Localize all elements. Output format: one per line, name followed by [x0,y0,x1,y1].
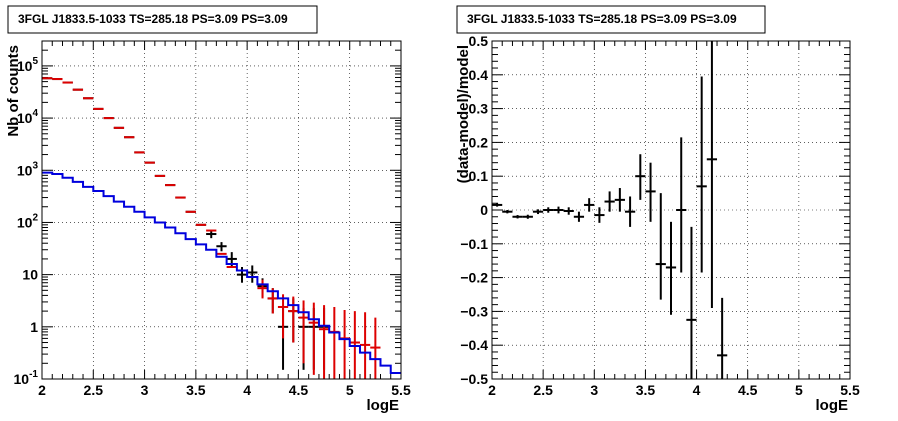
y-tick-label: −0.1 [460,236,488,252]
x-tick-label: 5.5 [840,382,860,398]
x-tick-label: 3.5 [186,382,206,398]
ticks [491,40,851,380]
x-tick-label: 4 [693,382,701,398]
y-tick-label: −0.3 [460,303,488,319]
series-group [492,41,728,379]
panel-2: 3FGL J1833.5-1033 TS=285.18 PS=3.09 PS=3… [455,5,860,414]
title-box [7,5,318,34]
x-tick-label: 5 [795,382,803,398]
x-tick-label: 5.5 [391,382,411,398]
y-tick-label: 0.4 [469,67,489,83]
grid [42,41,401,379]
y-tick-label: 10-1 [14,369,39,387]
x-axis-label: logE [816,397,849,414]
series-group [42,77,401,379]
x-tick-label: 2.5 [533,382,553,398]
y-tick-label: 1 [30,319,38,335]
y-tick-label: 104 [17,108,39,126]
y-tick-label: 0.2 [469,134,489,150]
title-box [456,5,766,34]
y-tick-label: −0.5 [460,371,488,387]
ticks [41,40,402,380]
background-histogram [42,171,401,375]
y-tick-label: 0 [480,202,488,218]
y-tick-label: 0.3 [469,101,489,117]
x-axis-label: logE [367,397,400,414]
y-axis-label: (data-model)/model [455,45,472,183]
y-tick-label: 105 [17,56,39,74]
x-tick-label: 2 [488,382,496,398]
tick-labels: 2 2.5 3 3.5 4 4.5 5 5.5 10-1 1 10 102 103 104 105 [14,56,411,398]
panel-1: 3FGL J1833.5-1033 TS=285.18 PS=3.09 PS=3… [5,5,411,414]
y-tick-label: −0.2 [460,270,488,286]
x-tick-label: 4.5 [289,382,309,398]
tick-labels: 2 2.5 3 3.5 4 4.5 5 5.5 −0.5 −0.4 −0.3 −0.2 −0.1 0 0.1… [460,33,860,398]
chart-title: 3FGL J1833.5-1033 TS=285.18 PS=3.09 PS=3… [467,12,737,26]
x-tick-label: 5 [346,382,354,398]
x-tick-label: 2 [38,382,46,398]
x-tick-label: 4.5 [738,382,758,398]
y-axis-label: Nb of counts [5,45,22,137]
x-tick-label: 2.5 [84,382,104,398]
x-tick-label: 3 [590,382,598,398]
y-tick-label: 10 [22,267,38,283]
x-tick-label: 3.5 [636,382,656,398]
plot-frame [491,40,851,380]
x-tick-label: 4 [243,382,251,398]
x-tick-label: 3 [141,382,149,398]
chart-title: 3FGL J1833.5-1033 TS=285.18 PS=3.09 PS=3… [18,12,288,26]
y-tick-label: 102 [17,212,39,230]
plot-frame [41,40,402,380]
y-tick-label: 103 [17,160,39,178]
y-tick-label: 0.5 [469,33,489,49]
y-tick-label: −0.4 [460,337,488,353]
y-tick-label: 0.1 [469,168,489,184]
